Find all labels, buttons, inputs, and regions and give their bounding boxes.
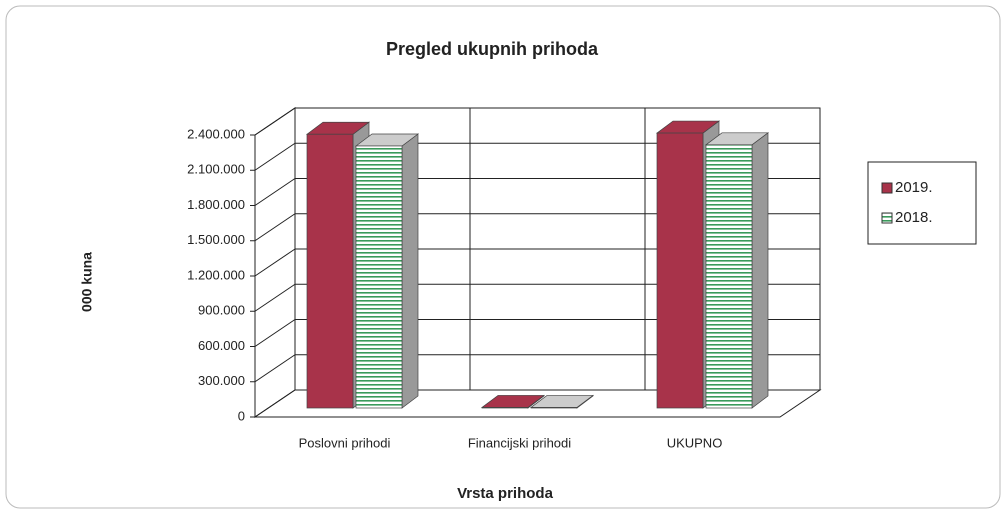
y-tick-label: 2.400.000 [187,126,245,141]
y-tick-label: 300.000 [198,373,245,388]
bar [481,407,529,409]
bar [656,132,704,409]
y-tick-label: 900.000 [198,303,245,318]
y-tick-label: 2.100.000 [187,162,245,177]
bar [530,407,578,409]
x-axis-label: Vrsta prihoda [457,485,554,502]
legend-label: 2019. [895,179,933,196]
y-tick-label: 600.000 [198,338,245,353]
grid-line [254,389,296,418]
bar [705,144,753,409]
bar-side [751,132,769,409]
legend-swatch [881,212,893,224]
grid-line [254,142,296,171]
y-axis-label: 000 kuna [79,252,95,312]
bar-side [401,133,419,409]
legend-box [867,161,977,245]
grid-line [254,178,296,206]
y-tick-label: 0 [238,408,245,423]
chart-title: Pregled ukupnih prihoda [386,39,599,59]
legend-swatch [881,182,893,194]
grid-line [254,354,296,383]
grid-line [254,248,296,277]
grid-line [254,319,296,347]
x-tick-label: Financijski prihodi [468,435,571,450]
y-tick-label: 1.200.000 [187,267,245,282]
x-tick-label: Poslovni prihodi [299,435,391,450]
grid-line [254,107,296,136]
x-tick-label: UKUPNO [667,435,723,450]
y-tick-label: 1.800.000 [187,197,245,212]
grid-line [254,213,296,242]
bar [355,145,403,409]
bar [306,133,354,409]
legend-label: 2018. [895,209,933,226]
y-tick-label: 1.500.000 [187,232,245,247]
grid-line [254,283,296,312]
